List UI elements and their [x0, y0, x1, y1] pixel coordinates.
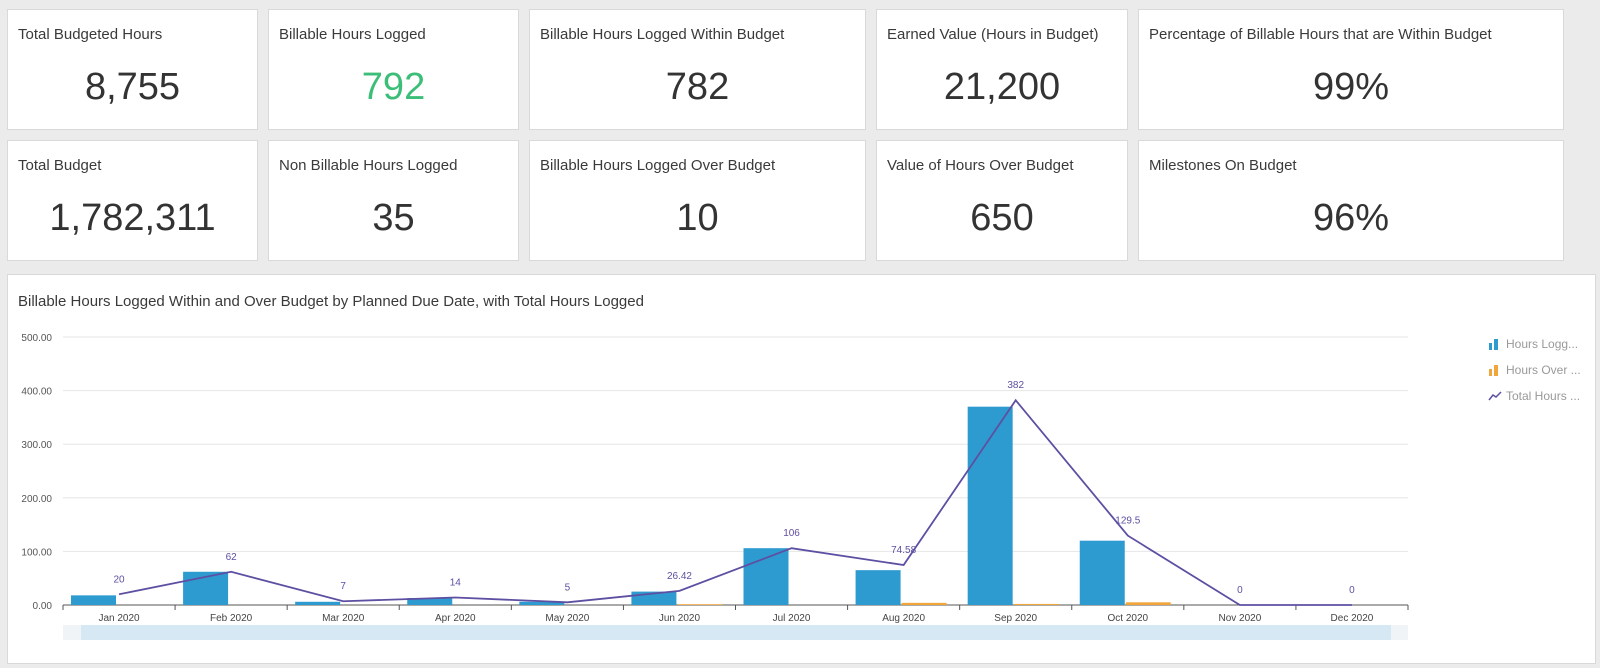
- x-tick-label: Sep 2020: [994, 613, 1037, 624]
- data-label-total-hours: 20: [113, 574, 125, 585]
- bar-hours-logged: [519, 601, 565, 605]
- scrollbar-thumb[interactable]: [81, 625, 1391, 640]
- x-tick-label: Jan 2020: [98, 613, 140, 624]
- bar-hours-over: [1125, 602, 1171, 605]
- x-tick-label: Mar 2020: [322, 613, 365, 624]
- kpi-card-billable-hours-logged[interactable]: Billable Hours Logged 792: [268, 9, 519, 130]
- bar-hours-over: [677, 604, 723, 605]
- data-label-total-hours: 129.5: [1115, 516, 1140, 527]
- bar-hours-logged: [1079, 540, 1125, 605]
- bar-hours-logged: [71, 595, 116, 605]
- bar-hours-logged: [295, 601, 341, 605]
- x-tick-label: Nov 2020: [1218, 613, 1261, 624]
- kpi-value: 1,782,311: [49, 197, 216, 239]
- kpi-label: Billable Hours Logged: [279, 26, 426, 43]
- x-tick-label: Feb 2020: [210, 613, 253, 624]
- kpi-label: Percentage of Billable Hours that are Wi…: [1149, 26, 1492, 43]
- kpi-label: Value of Hours Over Budget: [887, 157, 1074, 174]
- x-tick-label: May 2020: [545, 613, 589, 624]
- kpi-value: 782: [665, 66, 730, 108]
- x-tick-label: Oct 2020: [1107, 613, 1148, 624]
- legend-label: Total Hours ...: [1506, 389, 1581, 403]
- data-label-total-hours: 0: [1237, 585, 1243, 596]
- y-tick-label: 500.00: [21, 333, 52, 344]
- x-tick-label: Aug 2020: [882, 613, 925, 624]
- kpi-card-non-billable-hours[interactable]: Non Billable Hours Logged 35: [268, 140, 519, 261]
- kpi-value: 792: [361, 66, 426, 108]
- x-tick-label: Apr 2020: [435, 613, 476, 624]
- y-tick-label: 0.00: [33, 601, 53, 612]
- bar-chart-icon: [1488, 364, 1502, 376]
- kpi-value: 10: [676, 197, 719, 239]
- kpi-card-value-over-budget[interactable]: Value of Hours Over Budget 650: [876, 140, 1128, 261]
- data-label-total-hours: 26.42: [667, 571, 692, 582]
- data-label-total-hours: 74.58: [891, 545, 916, 556]
- bar-hours-over: [1013, 603, 1059, 605]
- data-label-total-hours: 0: [1349, 585, 1355, 596]
- y-tick-label: 300.00: [21, 440, 52, 451]
- kpi-value: 35: [372, 197, 415, 239]
- kpi-label: Total Budget: [18, 157, 102, 174]
- line-chart-icon: [1488, 390, 1502, 402]
- chart-title: Billable Hours Logged Within and Over Bu…: [18, 293, 644, 310]
- kpi-card-billable-within-budget[interactable]: Billable Hours Logged Within Budget 782: [529, 9, 866, 130]
- kpi-label: Billable Hours Logged Within Budget: [540, 26, 785, 43]
- kpi-card-total-budgeted-hours[interactable]: Total Budgeted Hours 8,755: [7, 9, 258, 130]
- kpi-card-earned-value[interactable]: Earned Value (Hours in Budget) 21,200: [876, 9, 1128, 130]
- kpi-value: 8,755: [84, 66, 181, 108]
- bar-chart-icon: [1488, 338, 1502, 350]
- legend-item-hours-logged[interactable]: Hours Logg...: [1488, 331, 1588, 357]
- bar-hours-logged: [855, 570, 901, 605]
- kpi-label: Billable Hours Logged Over Budget: [540, 157, 776, 174]
- bar-hours-over: [901, 602, 947, 605]
- kpi-label: Non Billable Hours Logged: [279, 157, 458, 174]
- legend-label: Hours Over ...: [1506, 363, 1581, 377]
- kpi-card-milestones-on-budget[interactable]: Milestones On Budget 96%: [1138, 140, 1564, 261]
- data-label-total-hours: 382: [1007, 380, 1024, 391]
- kpi-value: 99%: [1312, 66, 1390, 108]
- chart-legend: Hours Logg... Hours Over ... Total Hours…: [1488, 331, 1588, 409]
- x-tick-label: Jul 2020: [773, 613, 811, 624]
- kpi-value: 650: [970, 197, 1034, 239]
- kpi-card-total-budget[interactable]: Total Budget 1,782,311: [7, 140, 258, 261]
- kpi-value: 21,200: [943, 66, 1061, 108]
- y-tick-label: 100.00: [21, 547, 52, 558]
- data-label-total-hours: 7: [340, 581, 346, 592]
- kpi-label: Total Budgeted Hours: [18, 26, 163, 43]
- chart-panel: Billable Hours Logged Within and Over Bu…: [7, 274, 1596, 664]
- data-label-total-hours: 106: [783, 528, 800, 539]
- x-tick-label: Dec 2020: [1331, 613, 1374, 624]
- kpi-card-billable-over-budget[interactable]: Billable Hours Logged Over Budget 10: [529, 140, 866, 261]
- legend-item-hours-over[interactable]: Hours Over ...: [1488, 357, 1588, 383]
- y-tick-label: 200.00: [21, 494, 52, 505]
- y-tick-label: 400.00: [21, 387, 52, 398]
- kpi-card-percentage-within-budget[interactable]: Percentage of Billable Hours that are Wi…: [1138, 9, 1564, 130]
- kpi-label: Milestones On Budget: [1149, 157, 1297, 174]
- kpi-label: Earned Value (Hours in Budget): [887, 26, 1099, 43]
- bar-hours-logged: [407, 598, 453, 605]
- legend-label: Hours Logg...: [1506, 337, 1579, 351]
- line-total-hours: [118, 398, 1352, 606]
- x-tick-label: Jun 2020: [659, 613, 701, 624]
- data-label-total-hours: 5: [565, 582, 571, 593]
- legend-item-total-hours[interactable]: Total Hours ...: [1488, 383, 1588, 409]
- chart-svg: 0.00 100.00 200.00 300.00 400.00 500.00 Jan 20…: [21, 333, 1409, 640]
- bar-hours-logged: [967, 406, 1013, 605]
- data-label-total-hours: 62: [226, 552, 238, 563]
- kpi-value: 96%: [1312, 197, 1390, 239]
- data-label-total-hours: 14: [450, 577, 462, 588]
- bar-hours-logged: [743, 548, 789, 605]
